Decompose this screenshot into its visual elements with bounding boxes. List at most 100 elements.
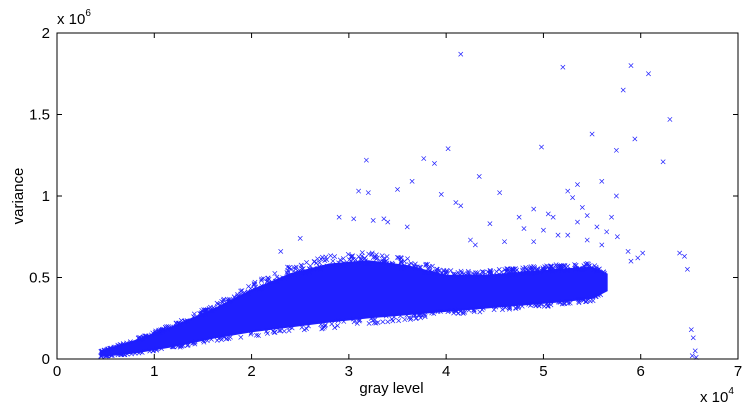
scatter-point bbox=[272, 271, 278, 276]
scatter-point bbox=[451, 271, 457, 277]
scatter-point bbox=[473, 272, 478, 278]
scatter-point bbox=[316, 264, 322, 270]
scatter-point bbox=[211, 306, 217, 312]
scatter-point bbox=[523, 265, 529, 270]
scatter-point bbox=[493, 304, 499, 310]
scatter-point bbox=[560, 263, 566, 268]
scatter-point bbox=[462, 309, 468, 315]
scatter-point bbox=[203, 308, 209, 313]
scatter-point bbox=[98, 353, 104, 359]
scatter-point bbox=[259, 276, 265, 282]
scatter-point bbox=[580, 297, 586, 303]
scatter-point bbox=[363, 258, 369, 264]
scatter-point bbox=[350, 257, 356, 262]
scatter-point bbox=[640, 250, 646, 256]
scatter-point bbox=[667, 116, 673, 122]
scatter-point bbox=[322, 258, 328, 263]
scatter-point bbox=[487, 221, 493, 227]
x-tick-label: 0 bbox=[53, 363, 61, 380]
scatter-point bbox=[559, 268, 565, 274]
scatter-point bbox=[191, 314, 196, 320]
scatter-point bbox=[593, 266, 599, 272]
y-tick-label: 0.5 bbox=[29, 270, 50, 287]
scatter-point bbox=[613, 147, 619, 153]
scatter-point bbox=[156, 329, 162, 335]
scatter-point bbox=[182, 318, 188, 324]
scatter-point bbox=[423, 270, 429, 276]
scatter-point bbox=[190, 340, 195, 346]
scatter-point bbox=[526, 301, 532, 307]
scatter-point bbox=[284, 270, 290, 275]
scatter-point bbox=[351, 319, 357, 325]
scatter-point bbox=[278, 248, 284, 254]
scatter-point bbox=[286, 328, 292, 333]
x-axis-label: gray level bbox=[359, 380, 423, 397]
scatter-point bbox=[470, 270, 475, 276]
scatter-point bbox=[561, 301, 567, 307]
x-multiplier-exponent: 4 bbox=[728, 386, 734, 397]
scatter-point bbox=[227, 298, 233, 304]
scatter-point bbox=[422, 312, 428, 318]
scatter-point bbox=[545, 303, 551, 309]
scatter-point bbox=[402, 317, 408, 323]
scatter-point bbox=[510, 267, 516, 273]
scatter-point bbox=[660, 159, 666, 165]
scatter-point bbox=[143, 333, 149, 339]
scatter-point bbox=[313, 260, 319, 266]
scatter-point bbox=[531, 239, 537, 245]
scatter-point bbox=[560, 64, 566, 70]
scatter-point bbox=[554, 264, 560, 269]
scatter-point bbox=[200, 338, 206, 344]
scatter-point bbox=[208, 336, 214, 342]
scatter-point bbox=[614, 234, 620, 240]
scatter-point bbox=[582, 265, 588, 271]
scatter-point bbox=[265, 277, 271, 283]
scatter-point bbox=[565, 188, 571, 194]
scatter-point bbox=[248, 331, 254, 337]
scatter-point bbox=[164, 324, 170, 330]
scatter-point bbox=[383, 313, 389, 319]
scatter-point bbox=[692, 348, 698, 354]
scatter-point bbox=[541, 303, 547, 309]
scatter-point bbox=[466, 307, 472, 313]
scatter-point bbox=[448, 268, 454, 273]
scatter-point bbox=[575, 182, 580, 188]
scatter-point bbox=[221, 334, 226, 340]
scatter-point bbox=[457, 272, 463, 278]
scatter-point bbox=[545, 211, 551, 217]
scatter-point bbox=[170, 344, 176, 350]
scatter-point bbox=[572, 266, 578, 272]
scatter-point bbox=[337, 257, 343, 263]
scatter-point bbox=[464, 273, 470, 279]
scatter-point bbox=[340, 256, 346, 261]
scatter-point bbox=[455, 269, 461, 275]
scatter-point bbox=[389, 316, 395, 322]
scatter-point bbox=[124, 340, 130, 346]
y-axis-label: variance bbox=[10, 168, 27, 225]
scatter-point bbox=[474, 274, 480, 280]
scatter-point bbox=[472, 242, 478, 248]
scatter-point bbox=[453, 273, 459, 279]
scatter-point bbox=[435, 309, 441, 315]
x-tick-label: 1 bbox=[150, 363, 158, 380]
scatter-point bbox=[109, 352, 115, 358]
scatter-point bbox=[546, 266, 552, 272]
scatter-point bbox=[396, 318, 402, 324]
scatter-point bbox=[601, 269, 606, 275]
scatter-point bbox=[251, 281, 257, 287]
scatter-point bbox=[103, 353, 109, 359]
scatter-point bbox=[598, 292, 604, 298]
scatter-point bbox=[178, 343, 184, 349]
scatter-point bbox=[550, 268, 556, 274]
scatter-point bbox=[291, 265, 297, 271]
scatter-point bbox=[445, 146, 451, 152]
scatter-point bbox=[224, 336, 230, 342]
scatter-point bbox=[427, 268, 433, 274]
scatter-point bbox=[471, 309, 477, 315]
x-tick-label: 4 bbox=[442, 363, 450, 380]
scatter-point bbox=[497, 190, 503, 196]
scatter-point bbox=[556, 299, 561, 305]
scatter-point bbox=[468, 237, 473, 243]
scatter-point bbox=[589, 131, 595, 137]
scatter-point bbox=[192, 339, 198, 345]
